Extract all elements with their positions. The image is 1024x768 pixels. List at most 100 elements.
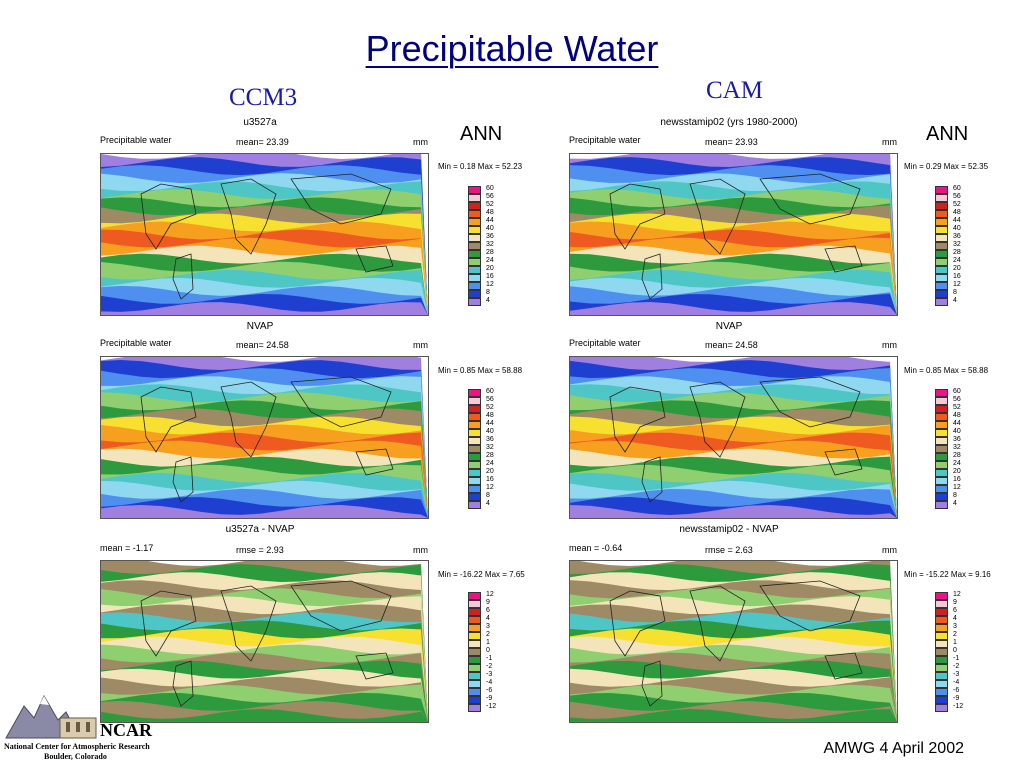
continent-outline: [290, 580, 392, 632]
color-legend: 12 9 6 4 3 2 1 0 -1 -2 -3 -4 -6 -9 -12: [935, 591, 975, 722]
panel-minmax: Min = -16.22 Max = 7.65: [438, 570, 525, 579]
legend-swatch: [935, 672, 948, 680]
legend-swatch: [935, 282, 948, 290]
panel-minmax: Min = 0.18 Max = 52.23: [438, 162, 523, 171]
legend-swatch: [935, 274, 948, 282]
legend-swatch: [935, 298, 948, 306]
legend-label: -12: [486, 703, 497, 710]
legend-label: -2: [486, 663, 493, 670]
legend-swatch: [935, 493, 948, 501]
legend-swatch: [935, 608, 948, 616]
legend-label: 4: [953, 615, 957, 622]
legend-swatch: [935, 600, 948, 608]
legend-label: -3: [953, 671, 960, 678]
continent-outline: [824, 245, 863, 273]
legend-label: 28: [486, 249, 494, 256]
legend-label: 16: [486, 476, 494, 483]
legend-label: 28: [953, 452, 961, 459]
legend-label: 48: [486, 209, 494, 216]
legend-label: 20: [486, 265, 494, 272]
continent-outline: [172, 253, 194, 300]
legend-swatch: [935, 656, 948, 664]
legend-swatch: [935, 632, 948, 640]
continent-outline: [641, 253, 663, 300]
panel-center-label: mean= 24.58: [705, 340, 758, 350]
legend-label: 1: [486, 639, 490, 646]
continent-outline: [290, 173, 392, 225]
legend-swatch: [935, 186, 948, 194]
legend-swatch: [468, 632, 481, 640]
continent-outline: [172, 660, 194, 707]
legend-swatch: [468, 397, 481, 405]
legend-label: 44: [953, 217, 961, 224]
continent-outline: [172, 456, 194, 503]
legend-swatch: [468, 656, 481, 664]
legend-label: -4: [953, 679, 960, 686]
panel-center-label: mean= 23.93: [705, 137, 758, 147]
legend-swatch: [935, 680, 948, 688]
legend-label: 12: [953, 484, 961, 491]
legend-swatch: [468, 274, 481, 282]
legend-swatch: [935, 477, 948, 485]
legend-swatch: [468, 680, 481, 688]
ncar-logo-line1: National Center for Atmospheric Research: [4, 742, 150, 751]
continent-outline: [220, 381, 277, 458]
panel-minmax: Min = 0.85 Max = 58.88: [904, 366, 989, 375]
legend-swatch: [935, 421, 948, 429]
panel-center-label: rmse = 2.93: [236, 545, 284, 555]
legend-label: 8: [486, 289, 490, 296]
legend-swatch: [935, 389, 948, 397]
legend-swatch: [935, 469, 948, 477]
continent-outline: [140, 590, 197, 657]
legend-swatch: [468, 485, 481, 493]
legend-label: 60: [953, 388, 961, 395]
legend-label: 60: [953, 185, 961, 192]
legend-swatch: [468, 600, 481, 608]
continent-outline: [140, 386, 197, 453]
legend-label: 16: [953, 476, 961, 483]
continent-outline: [355, 448, 394, 476]
field-map-graphic: [101, 561, 428, 722]
panel-map: [100, 153, 429, 316]
legend-label: 36: [486, 436, 494, 443]
panel-center-label: rmse = 2.63: [705, 545, 753, 555]
panel-season: ANN: [926, 123, 969, 145]
panel-unit: mm: [413, 545, 428, 555]
continent-outline: [140, 183, 197, 250]
mountain-logo-icon: [5, 694, 97, 739]
legend-label: 56: [486, 396, 494, 403]
legend-label: -1: [486, 655, 493, 662]
legend-label: 4: [486, 615, 490, 622]
legend-label: 2: [486, 631, 490, 638]
legend-swatch: [935, 592, 948, 600]
legend-label: 44: [486, 217, 494, 224]
continent-outline: [355, 245, 394, 273]
legend-swatch: [468, 608, 481, 616]
legend-swatch: [935, 640, 948, 648]
panel-unit: mm: [413, 340, 428, 350]
color-legend: 60 56 52 48 44 40 36 32 28 24 20 16 12 8 4: [468, 185, 508, 316]
legend-label: -12: [953, 703, 964, 710]
legend-swatch: [935, 218, 948, 226]
ncar-logo-name: NCAR: [100, 720, 152, 740]
legend-swatch: [935, 202, 948, 210]
legend-label: -2: [953, 663, 960, 670]
legend-swatch: [468, 250, 481, 258]
legend-label: 56: [953, 193, 961, 200]
panel-minmax: Min = -15.22 Max = 9.16: [904, 570, 991, 579]
legend-swatch: [468, 696, 481, 704]
panel-map: [569, 153, 898, 316]
continent-outline: [290, 376, 392, 428]
legend-swatch: [468, 616, 481, 624]
legend-label: 48: [486, 412, 494, 419]
legend-swatch: [935, 405, 948, 413]
continent-outline: [641, 660, 663, 707]
panel-left-label: Precipitable water: [569, 135, 641, 145]
color-legend: 60 56 52 48 44 40 36 32 28 24 20 16 12 8 4: [935, 388, 975, 519]
legend-label: 36: [486, 233, 494, 240]
panel-title: u3527a - NVAP: [225, 524, 295, 535]
legend-label: 24: [486, 257, 494, 264]
panel-title: u3527a: [243, 117, 277, 128]
legend-label: 36: [953, 233, 961, 240]
legend-swatch: [468, 501, 481, 509]
